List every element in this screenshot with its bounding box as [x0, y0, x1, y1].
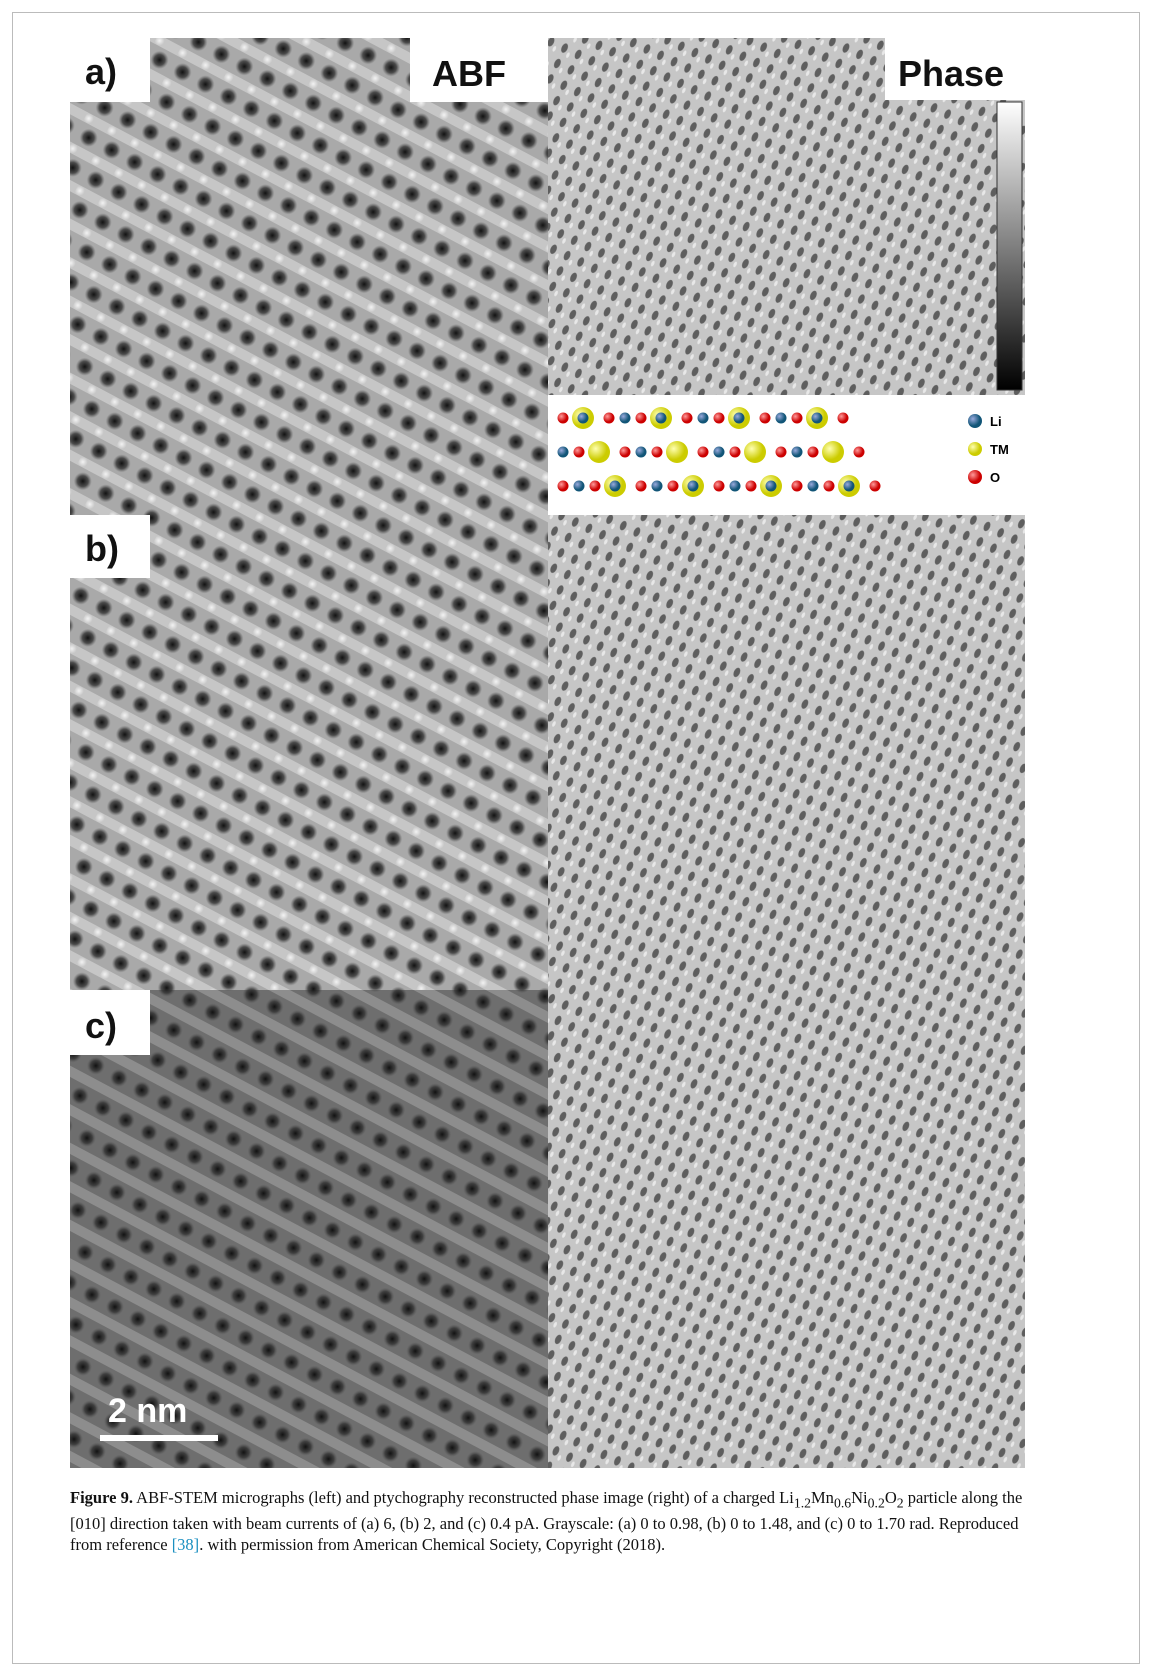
atom [668, 481, 679, 492]
panel-label: c) [85, 1005, 117, 1046]
atom [636, 481, 647, 492]
caption-text: ABF-STEM micrographs (left) and ptychogr… [136, 1488, 794, 1507]
caption-sub: 1.2 [794, 1495, 811, 1510]
panel-title: Phase [898, 53, 1004, 94]
atom [838, 413, 849, 424]
atom [714, 413, 725, 424]
atom [792, 481, 803, 492]
atom [744, 441, 766, 463]
atom [730, 447, 741, 458]
phase-images [548, 38, 1025, 1468]
caption-text: Mn [811, 1488, 834, 1507]
caption-sub: 0.6 [834, 1495, 851, 1510]
structure-box [548, 395, 1025, 515]
abf-image-b [70, 515, 548, 990]
caption-text: Ni [851, 1488, 868, 1507]
atom [578, 413, 589, 424]
phase-image-c [548, 990, 1025, 1468]
atom [636, 413, 647, 424]
caption-sub: 2 [897, 1495, 904, 1510]
atom [822, 441, 844, 463]
atom [734, 413, 745, 424]
scale-bar-label: 2 nm [108, 1392, 187, 1430]
atom [698, 413, 709, 424]
atom [558, 447, 569, 458]
atom [792, 447, 803, 458]
atom [714, 481, 725, 492]
legend-label: TM [990, 442, 1009, 457]
atom [574, 447, 585, 458]
abf-images [70, 38, 548, 1468]
atom [620, 413, 631, 424]
atom [808, 447, 819, 458]
atom [652, 481, 663, 492]
atom [604, 413, 615, 424]
atom [656, 413, 667, 424]
atom [730, 481, 741, 492]
atom [652, 447, 663, 458]
atom [698, 447, 709, 458]
panel-title: ABF [432, 53, 506, 94]
atom [714, 447, 725, 458]
reference-link[interactable]: [38] [172, 1535, 200, 1554]
atom [620, 447, 631, 458]
atom [812, 413, 823, 424]
caption-label: Figure 9. [70, 1488, 133, 1507]
atom [610, 481, 621, 492]
panel-label: a) [85, 51, 117, 92]
caption: Figure 9. ABF-STEM micrographs (left) an… [70, 1487, 1045, 1555]
atom [574, 481, 585, 492]
abf-image-a [70, 38, 548, 515]
atom [688, 481, 699, 492]
caption-sub: 0.2 [868, 1495, 885, 1510]
atom [776, 413, 787, 424]
atom [844, 481, 855, 492]
atom [590, 481, 601, 492]
legend-label: O [990, 470, 1000, 485]
atom [792, 413, 803, 424]
atom [870, 481, 881, 492]
atom [588, 441, 610, 463]
atom [666, 441, 688, 463]
caption-text: . with permission from American Chemical… [199, 1535, 665, 1554]
atom [760, 413, 771, 424]
atom [636, 447, 647, 458]
legend-swatch [968, 442, 982, 456]
legend-swatch [968, 414, 982, 428]
atom [746, 481, 757, 492]
legend-label: Li [990, 414, 1002, 429]
figure: a) ABF Phase b) c) Li TM O 2 nm [0, 0, 1153, 1480]
atom [824, 481, 835, 492]
atom [854, 447, 865, 458]
caption-text: O [885, 1488, 897, 1507]
colorbar [997, 102, 1022, 390]
atom [558, 413, 569, 424]
atom [766, 481, 777, 492]
atom [682, 413, 693, 424]
scale-bar [100, 1435, 218, 1441]
phase-image-b [548, 515, 1025, 990]
atom [558, 481, 569, 492]
atom [776, 447, 787, 458]
atom [808, 481, 819, 492]
legend-swatch [968, 470, 982, 484]
panel-label: b) [85, 528, 119, 569]
